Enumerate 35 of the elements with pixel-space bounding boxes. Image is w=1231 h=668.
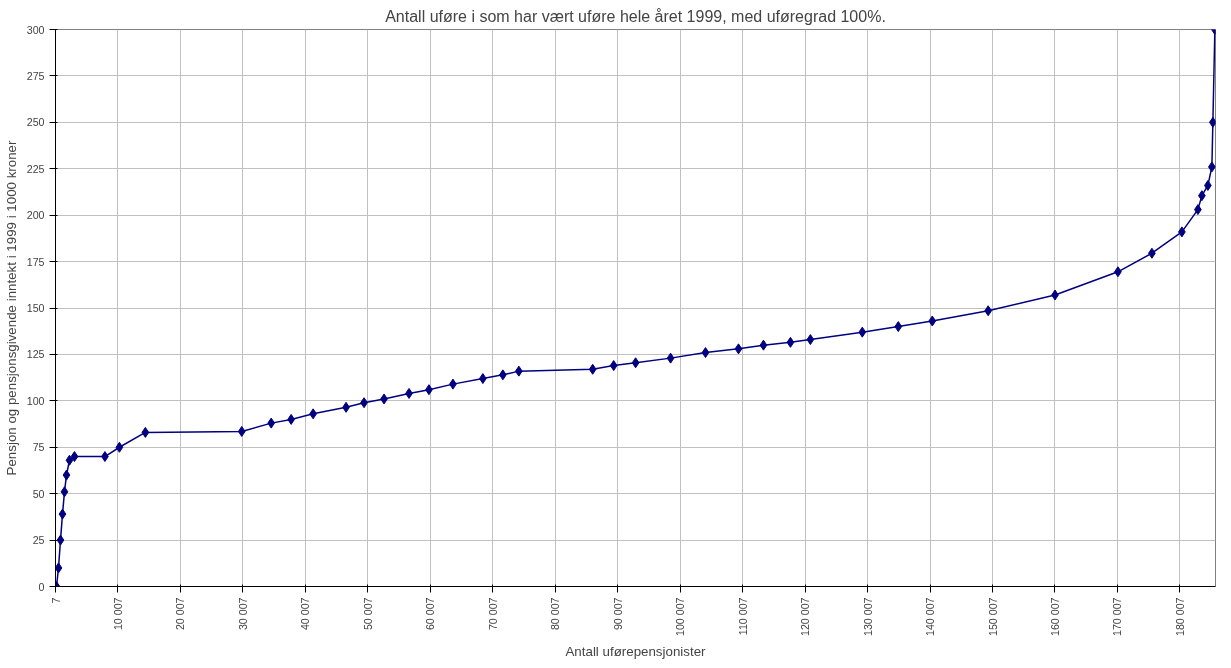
x-tick-label: 70 007	[486, 597, 499, 631]
x-tick-label: 180 007	[1173, 597, 1186, 637]
x-tick-label: 160 007	[1049, 597, 1061, 637]
x-tick-label: 120 007	[799, 597, 812, 637]
y-tick-label: 25	[32, 534, 45, 547]
y-tick-label: 175	[26, 255, 45, 268]
x-tick-label: 7	[49, 597, 62, 604]
x-tick-label: 50 007	[361, 597, 374, 631]
y-tick-label: 300	[26, 23, 45, 36]
x-tick-label: 40 007	[299, 597, 312, 631]
y-tick-label: 275	[26, 69, 45, 82]
x-tick-label: 10 007	[111, 597, 124, 631]
x-tick-label: 170 007	[1111, 597, 1124, 637]
x-tick-label: 20 007	[174, 597, 187, 631]
x-tick-label: 110 007	[736, 597, 749, 636]
x-tick-label: 80 007	[549, 597, 562, 631]
x-tick-label: 60 007	[424, 597, 437, 631]
x-tick-label: 90 007	[611, 597, 624, 631]
y-tick-label: 250	[26, 116, 45, 129]
y-tick-label: 200	[26, 209, 45, 222]
x-tick-label: 100 007	[674, 597, 687, 637]
y-tick-label: 225	[26, 162, 45, 175]
y-tick-label: 150	[26, 302, 45, 314]
x-tick-label: 130 007	[861, 597, 874, 637]
x-tick-label: 150 007	[986, 597, 999, 637]
x-axis-title: Antall uførepensjonister	[565, 644, 707, 660]
x-tick-label: 140 007	[924, 597, 937, 637]
chart-title: Antall uføre i som har vært uføre hele året 1999, med uføregrad 100%.	[385, 7, 886, 25]
x-tick-label: 30 007	[236, 597, 249, 631]
y-tick-label: 50	[32, 487, 45, 500]
y-tick-label: 125	[26, 348, 45, 361]
y-tick-label: 75	[32, 441, 45, 454]
y-axis-title: Pensjon og pensjonsgivende inntekt i 1999 i 1000 kroner	[3, 139, 19, 476]
y-tick-label: 100	[26, 394, 45, 407]
y-tick-label: 0	[38, 580, 45, 593]
